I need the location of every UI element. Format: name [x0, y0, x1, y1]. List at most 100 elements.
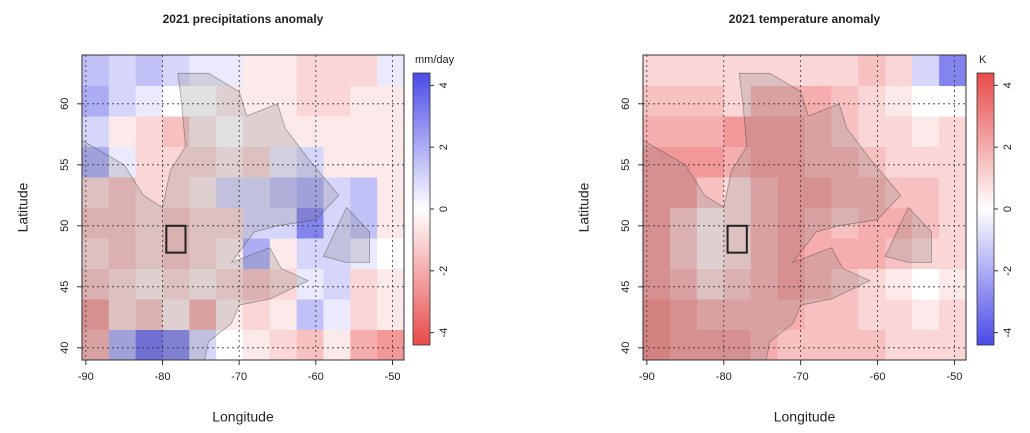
cell [269, 329, 298, 360]
cell [912, 207, 940, 239]
cell [696, 85, 725, 117]
cell [912, 85, 940, 117]
cell [723, 55, 752, 86]
y-tick-label: 50 [620, 220, 632, 232]
cell [804, 55, 832, 86]
cell [350, 268, 378, 300]
colorbar-tick-label: 0 [1002, 206, 1014, 212]
cell [750, 177, 779, 208]
plot-frame [642, 54, 967, 361]
cell [296, 85, 324, 117]
land [82, 72, 340, 360]
cell [108, 329, 137, 360]
cell [377, 116, 404, 147]
cell [831, 329, 859, 360]
cell [243, 55, 271, 86]
cell [885, 207, 913, 239]
cell [269, 177, 298, 208]
cell [323, 116, 351, 147]
cell [216, 299, 244, 330]
cell [135, 329, 163, 360]
cell [135, 268, 163, 300]
cell [350, 116, 378, 147]
colorbar [976, 72, 995, 346]
cell [750, 268, 779, 300]
cell [858, 329, 886, 360]
cell [885, 177, 913, 208]
land [643, 72, 902, 360]
cell [269, 85, 298, 117]
x-tick-label: -90 [639, 371, 655, 383]
cell [831, 146, 859, 178]
colorbar-tick-label: -2 [1002, 266, 1014, 276]
cell [750, 299, 779, 330]
y-tick-label: 40 [620, 342, 632, 354]
cell [643, 116, 671, 147]
cell [189, 238, 217, 269]
cell [189, 85, 217, 117]
cell [243, 85, 271, 117]
cell [162, 85, 190, 117]
cell [750, 329, 779, 360]
cell [216, 329, 244, 360]
cell [939, 116, 966, 147]
cell [108, 116, 137, 147]
cell [669, 299, 698, 330]
cell [323, 268, 351, 300]
cell [162, 116, 190, 147]
cell [669, 207, 698, 239]
cell [777, 238, 805, 269]
map-panel: 2021 precipitations anomaly Longitude Lati… [15, 12, 455, 425]
colorbar-title: K [979, 54, 987, 66]
cell [669, 177, 698, 208]
cell [643, 299, 671, 330]
land [322, 206, 370, 263]
cell [296, 268, 324, 300]
y-tick-label: 60 [620, 98, 632, 110]
cell [243, 146, 271, 178]
x-tick-label: -70 [231, 371, 247, 383]
colorbar-tick-label: -2 [438, 266, 450, 276]
cell [216, 268, 244, 300]
colorbar-tick-label: 2 [1002, 144, 1014, 150]
cell [831, 177, 859, 208]
cell [108, 55, 137, 86]
cell [912, 146, 940, 178]
cell [216, 177, 244, 208]
cell [350, 177, 378, 208]
cell [108, 85, 137, 117]
cell [804, 116, 832, 147]
region-box [726, 224, 748, 254]
heatmap [82, 55, 404, 360]
cell [296, 116, 324, 147]
cell [377, 85, 404, 117]
cell [296, 177, 324, 208]
cell [296, 299, 324, 330]
cell [831, 268, 859, 300]
y-tick-label: 55 [620, 159, 632, 171]
cell [912, 268, 940, 300]
cell [82, 299, 110, 330]
cell [350, 55, 378, 86]
y-tick-label: 40 [59, 342, 71, 354]
cell [939, 329, 966, 360]
cell [82, 55, 110, 86]
cell [831, 299, 859, 330]
cell [643, 268, 671, 300]
cell [912, 329, 940, 360]
cell [135, 207, 163, 239]
cell [885, 55, 913, 86]
cell [82, 146, 110, 178]
cell [858, 116, 886, 147]
colorbar-tick-label: 4 [438, 82, 450, 88]
cell [269, 146, 298, 178]
cell [939, 207, 966, 239]
cell [723, 177, 752, 208]
cell [804, 299, 832, 330]
cell [135, 85, 163, 117]
cell [135, 116, 163, 147]
cell [135, 299, 163, 330]
cell [216, 207, 244, 239]
cell [82, 116, 110, 147]
